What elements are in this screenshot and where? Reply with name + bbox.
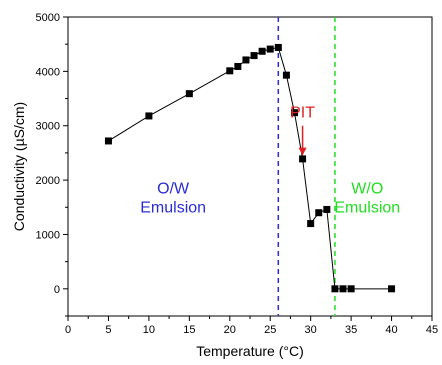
x-tick-label: 30 bbox=[305, 324, 317, 336]
data-point bbox=[242, 56, 250, 64]
x-axis-title: Temperature (°C) bbox=[196, 343, 304, 359]
x-tick-label: 5 bbox=[105, 324, 111, 336]
y-tick-label: 5000 bbox=[36, 12, 60, 24]
y-tick-label: 2000 bbox=[36, 175, 60, 187]
y-tick-label: 4000 bbox=[36, 66, 60, 78]
annotation-wo-line-1: W/O bbox=[351, 181, 383, 198]
data-point bbox=[104, 137, 112, 145]
annotation-wo-line-2: Emulsion bbox=[334, 200, 400, 217]
annotation-ow-line-1: O/W bbox=[157, 181, 190, 198]
x-tick-label: 25 bbox=[264, 324, 276, 336]
data-point bbox=[331, 285, 339, 293]
data-point bbox=[388, 285, 396, 293]
x-tick-label: 40 bbox=[385, 324, 397, 336]
y-axis-title: Conductivity (µS/cm) bbox=[11, 102, 27, 231]
data-point bbox=[266, 45, 274, 53]
series-line bbox=[108, 46, 392, 290]
data-point bbox=[307, 220, 315, 228]
pit-arrow-head bbox=[298, 147, 307, 156]
data-point bbox=[185, 90, 193, 98]
x-tick-label: 15 bbox=[183, 324, 195, 336]
data-point bbox=[258, 47, 266, 55]
data-point bbox=[274, 43, 282, 51]
data-point bbox=[145, 112, 153, 120]
data-point bbox=[339, 285, 347, 293]
data-point bbox=[323, 205, 331, 213]
y-tick-label: 0 bbox=[54, 284, 60, 296]
y-tick-label: 3000 bbox=[36, 121, 60, 133]
plot-frame bbox=[67, 16, 433, 317]
data-point bbox=[290, 109, 298, 117]
x-tick-label: 0 bbox=[65, 324, 71, 336]
y-tick-label: 1000 bbox=[36, 229, 60, 241]
x-tick-label: 10 bbox=[143, 324, 155, 336]
x-tick-label: 45 bbox=[426, 324, 438, 336]
x-tick-label: 20 bbox=[224, 324, 236, 336]
annotation-ow-line-2: Emulsion bbox=[140, 200, 206, 217]
data-point bbox=[282, 71, 290, 79]
data-point bbox=[226, 67, 234, 75]
data-point bbox=[234, 62, 242, 70]
data-point bbox=[347, 285, 355, 293]
data-point bbox=[299, 155, 307, 163]
annotation-pit-label: PIT bbox=[290, 105, 315, 122]
x-tick-label: 35 bbox=[345, 324, 357, 336]
data-point bbox=[250, 52, 258, 60]
data-point bbox=[315, 209, 323, 217]
